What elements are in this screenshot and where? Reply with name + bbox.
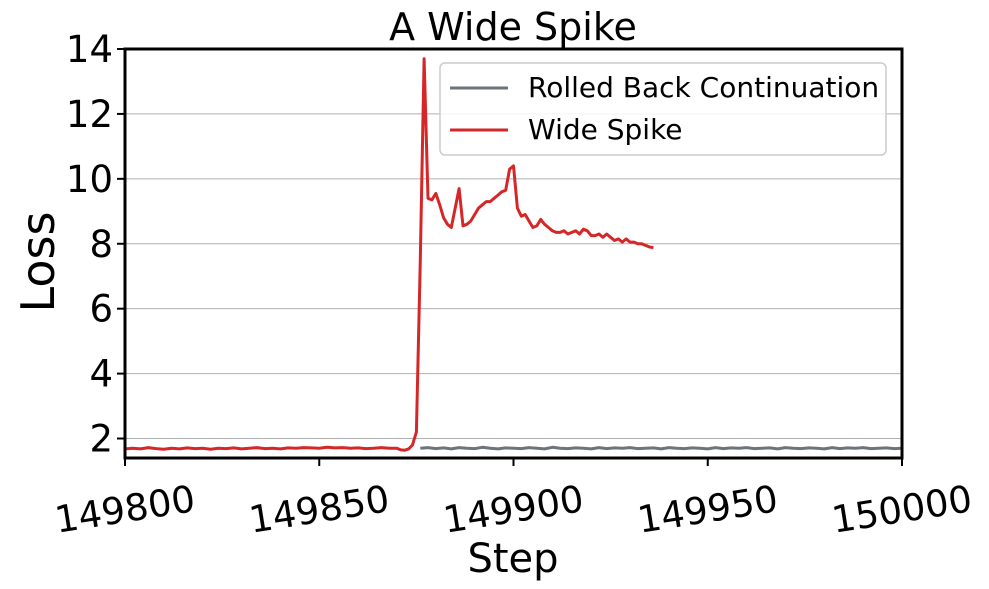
y-tick-label: 6 (89, 288, 113, 331)
series-line-rolled-back-continuation (420, 445, 903, 451)
grid-lines (125, 113, 902, 440)
x-tick-label: 150000 (829, 477, 975, 542)
legend-label-wide-spike: Wide Spike (528, 113, 683, 146)
x-tick-label: 149850 (246, 477, 392, 542)
x-axis-label: Step (467, 536, 558, 582)
y-tick-label: 2 (89, 418, 113, 461)
y-axis-label: Loss (11, 212, 65, 313)
y-tick-label: 10 (66, 158, 113, 201)
legend-box (439, 62, 887, 156)
series-line-wide-spike (124, 57, 654, 452)
tick-layer: 2 4 6 8 10 12 14 149800 149850 149900 149950 150000 (52, 28, 975, 542)
y-tick-label: 14 (66, 28, 113, 71)
series-layer (124, 57, 903, 452)
y-tick-label: 12 (66, 93, 113, 136)
y-tick-label: 4 (89, 353, 113, 396)
y-tick-label: 8 (89, 223, 113, 266)
x-tick-label: 149900 (440, 477, 586, 542)
chart-title: A Wide Spike (389, 5, 637, 49)
x-tick-label: 149800 (52, 477, 198, 542)
legend: Rolled Back Continuation Wide Spike (439, 62, 887, 156)
x-tick-label: 149950 (635, 477, 781, 542)
legend-label-rolled-back: Rolled Back Continuation (528, 71, 879, 104)
